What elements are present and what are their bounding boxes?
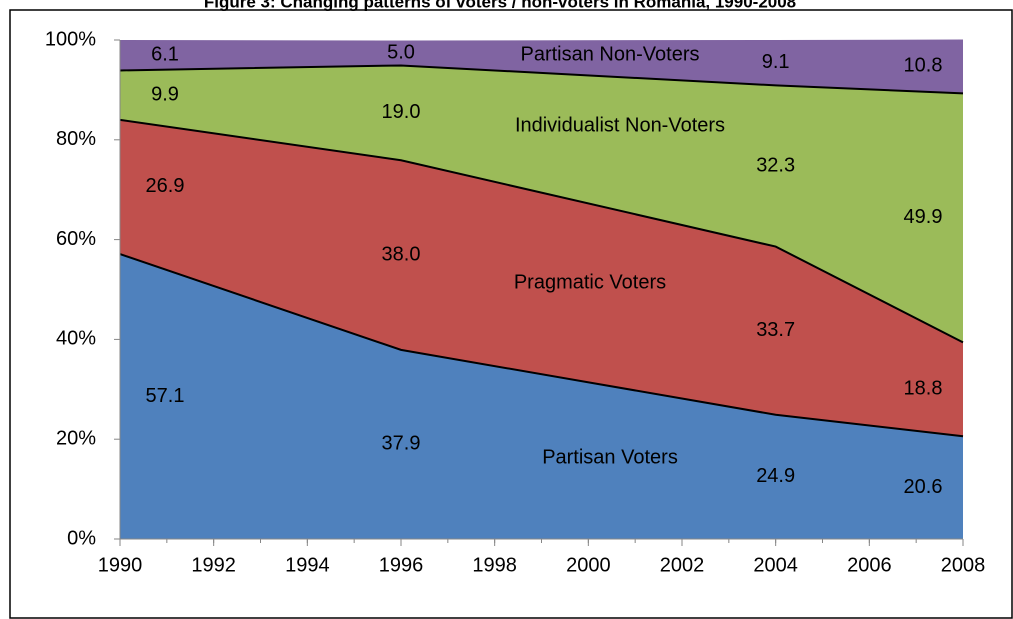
x-tick-label: 2008 bbox=[941, 554, 986, 576]
data-label: 6.1 bbox=[151, 44, 179, 66]
data-label: 9.9 bbox=[151, 83, 179, 105]
y-tick-label: 40% bbox=[56, 328, 96, 350]
data-label: 26.9 bbox=[146, 175, 185, 197]
boundary-line bbox=[119, 253, 964, 438]
data-label: 57.1 bbox=[146, 385, 185, 407]
y-tick-label: 0% bbox=[67, 527, 96, 549]
series-label: Partisan Voters bbox=[542, 446, 678, 468]
series-label: Individualist Non-Voters bbox=[515, 114, 725, 136]
y-tick-label: 60% bbox=[56, 228, 96, 250]
area bbox=[120, 119, 963, 437]
x-tick-label: 1996 bbox=[379, 554, 424, 576]
data-label: 18.8 bbox=[904, 378, 943, 400]
data-label: 37.9 bbox=[382, 433, 421, 455]
x-tick-label: 1992 bbox=[191, 554, 236, 576]
data-label: 33.7 bbox=[756, 319, 795, 341]
chart-frame bbox=[9, 9, 1013, 619]
chart-title: Figure 3: Changing patterns of voters / … bbox=[204, 0, 796, 11]
area bbox=[120, 65, 963, 343]
data-label: 24.9 bbox=[756, 465, 795, 487]
data-label: 9.1 bbox=[762, 51, 790, 73]
x-tick-label: 2002 bbox=[660, 554, 705, 576]
data-label: 38.0 bbox=[382, 243, 421, 265]
series-label: Partisan Non-Voters bbox=[521, 43, 700, 65]
boundary-line bbox=[119, 64, 964, 95]
area bbox=[120, 39, 963, 94]
y-tick-label: 20% bbox=[56, 427, 96, 449]
data-label: 10.8 bbox=[904, 55, 943, 77]
x-tick-label: 2000 bbox=[566, 554, 611, 576]
data-label: 19.0 bbox=[382, 101, 421, 123]
area bbox=[120, 254, 963, 540]
x-tick-label: 2004 bbox=[753, 554, 798, 576]
series-label: Pragmatic Voters bbox=[514, 271, 666, 293]
y-tick-label: 80% bbox=[56, 128, 96, 150]
x-tick-label: 1994 bbox=[285, 554, 330, 576]
x-tick-label: 2006 bbox=[847, 554, 892, 576]
boundary-line bbox=[119, 118, 964, 344]
data-label: 20.6 bbox=[904, 476, 943, 498]
data-label: 49.9 bbox=[904, 206, 943, 228]
data-label: 5.0 bbox=[387, 41, 415, 63]
data-label: 32.3 bbox=[756, 154, 795, 176]
x-tick-label: 1990 bbox=[98, 554, 143, 576]
x-tick-label: 1998 bbox=[472, 554, 517, 576]
y-tick-label: 100% bbox=[45, 28, 96, 50]
